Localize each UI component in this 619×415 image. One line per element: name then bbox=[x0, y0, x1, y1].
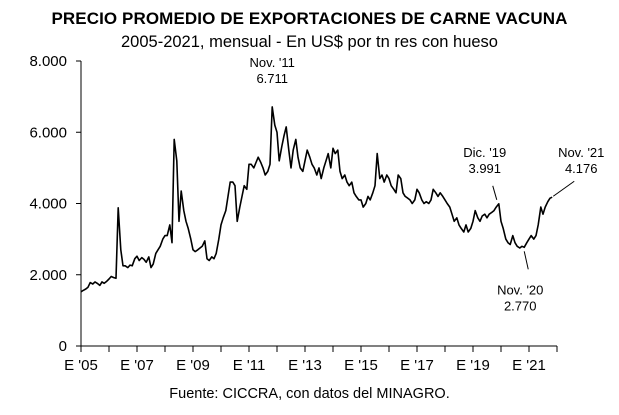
chart-subtitle: 2005-2021, mensual - En US$ por tn res c… bbox=[121, 33, 498, 51]
x-tick-label: E '21 bbox=[512, 357, 546, 374]
y-tick-label: 2.000 bbox=[29, 267, 67, 284]
x-tick-label: E '17 bbox=[400, 357, 434, 374]
annotation-date-label: Nov. '21 bbox=[558, 145, 604, 160]
x-tick-label: E '11 bbox=[233, 357, 266, 374]
annotation-leader-line bbox=[492, 185, 498, 200]
annotation-value-label: 3.991 bbox=[468, 161, 501, 176]
x-tick-label: E '19 bbox=[456, 357, 490, 374]
y-tick-label: 0 bbox=[59, 338, 67, 355]
annotation-leader-line bbox=[523, 251, 529, 270]
annotation-leader-line bbox=[552, 180, 575, 197]
annotation-value-label: 6.711 bbox=[256, 71, 288, 86]
annotation-date-label: Nov. '11 bbox=[250, 55, 295, 70]
y-tick-label: 6.000 bbox=[29, 124, 67, 141]
price-series-line bbox=[80, 106, 553, 293]
annotation-date-label: Dic. '19 bbox=[463, 145, 506, 160]
annotation-value-label: 2.770 bbox=[504, 298, 537, 313]
y-tick-label: 4.000 bbox=[29, 196, 67, 213]
chart-source-note: Fuente: CICCRA, con datos del MINAGRO. bbox=[169, 386, 450, 402]
x-tick-label: E '15 bbox=[344, 357, 378, 374]
annotation-date-label: Nov. '20 bbox=[497, 282, 543, 297]
x-tick-label: E '13 bbox=[288, 357, 322, 374]
y-tick-label: 8.000 bbox=[29, 53, 67, 70]
x-tick-label: E '07 bbox=[120, 357, 154, 374]
annotation-value-label: 4.176 bbox=[565, 161, 598, 176]
chart-title: PRECIO PROMEDIO DE EXPORTACIONES DE CARN… bbox=[51, 9, 568, 28]
x-tick-label: E '05 bbox=[64, 357, 98, 374]
x-tick-label: E '09 bbox=[176, 357, 210, 374]
